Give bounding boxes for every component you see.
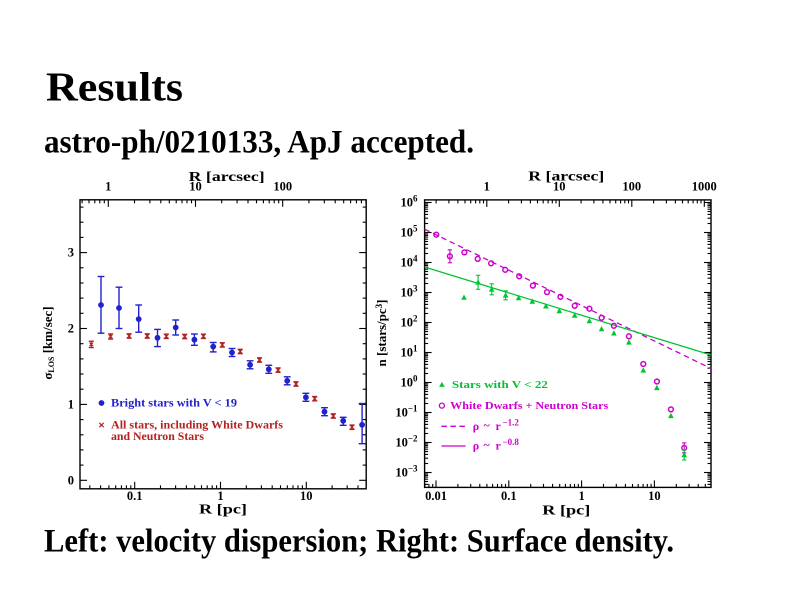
- svg-text:100: 100: [622, 180, 641, 194]
- svg-text:100: 100: [273, 180, 292, 194]
- svg-text:1: 1: [68, 397, 74, 411]
- svg-text:100: 100: [401, 374, 419, 390]
- svg-text:−0.8: −0.8: [503, 437, 520, 447]
- svg-text:10: 10: [648, 489, 661, 503]
- svg-text:10−1: 10−1: [395, 404, 418, 420]
- svg-text:3: 3: [68, 246, 74, 260]
- svg-text:r: r: [496, 419, 502, 433]
- svg-text:1: 1: [578, 489, 584, 503]
- svg-text:R [arcsec]: R [arcsec]: [189, 169, 265, 184]
- svg-text:astro-ph/0210133, ApJ accepted: astro-ph/0210133, ApJ accepted.: [44, 125, 474, 161]
- svg-text:White Dwarfs + Neutron Stars: White Dwarfs + Neutron Stars: [450, 400, 608, 412]
- svg-text:r: r: [496, 439, 502, 453]
- svg-text:~: ~: [484, 418, 491, 432]
- svg-text:0: 0: [68, 473, 74, 487]
- svg-text:σLOS [km/sec]: σLOS [km/sec]: [40, 306, 56, 379]
- svg-text:ρ: ρ: [473, 419, 479, 433]
- svg-text:Bright stars with V < 19: Bright stars with V < 19: [111, 397, 237, 410]
- svg-text:104: 104: [401, 254, 419, 270]
- svg-text:2: 2: [68, 322, 74, 336]
- svg-text:n [stars/pc3]: n [stars/pc3]: [374, 300, 389, 367]
- svg-text:~: ~: [484, 438, 491, 452]
- svg-text:All stars, including White Dwa: All stars, including White Dwarfs: [111, 419, 284, 432]
- svg-text:Results: Results: [46, 64, 183, 110]
- svg-text:102: 102: [401, 314, 419, 330]
- svg-text:1: 1: [105, 180, 111, 194]
- svg-text:105: 105: [401, 224, 419, 240]
- svg-text:101: 101: [401, 344, 419, 360]
- svg-text:10−3: 10−3: [395, 464, 418, 480]
- svg-text:1: 1: [217, 489, 223, 503]
- svg-text:−1.2: −1.2: [503, 418, 520, 428]
- svg-text:10: 10: [189, 180, 202, 194]
- svg-text:10: 10: [553, 180, 566, 194]
- svg-text:R [pc]: R [pc]: [199, 502, 247, 517]
- svg-text:10−2: 10−2: [395, 434, 418, 450]
- svg-text:R [pc]: R [pc]: [542, 503, 590, 518]
- svg-text:103: 103: [401, 284, 419, 300]
- svg-text:0.01: 0.01: [425, 489, 447, 503]
- svg-text:106: 106: [401, 194, 419, 210]
- svg-text:1: 1: [484, 180, 490, 194]
- svg-text:Left: velocity dispersion; Rig: Left: velocity dispersion; Right: Surfac…: [44, 524, 674, 560]
- svg-text:10: 10: [300, 489, 313, 503]
- svg-text:0.1: 0.1: [127, 489, 143, 503]
- svg-text:1000: 1000: [692, 180, 717, 194]
- svg-text:and Neutron Stars: and Neutron Stars: [111, 430, 204, 443]
- svg-text:R [arcsec]: R [arcsec]: [528, 169, 604, 184]
- svg-text:ρ: ρ: [473, 439, 479, 453]
- svg-text:0.1: 0.1: [501, 489, 517, 503]
- svg-text:Stars with V < 22: Stars with V < 22: [452, 379, 548, 391]
